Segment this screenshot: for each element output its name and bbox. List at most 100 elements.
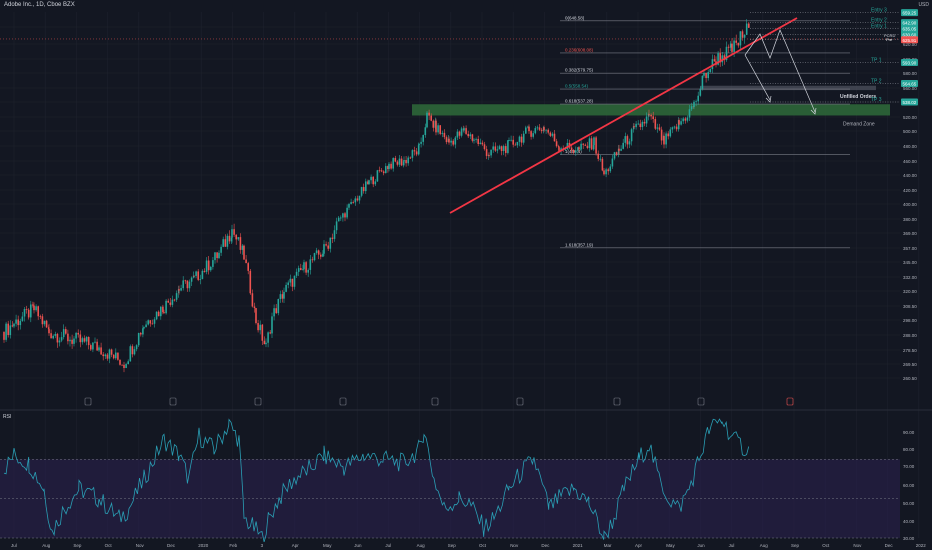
y-axis-tick: 520.00 [903, 115, 917, 120]
candle-body [409, 157, 412, 159]
y-axis-tick: 480.00 [903, 144, 917, 149]
price-tag-value: 625.91 [903, 38, 917, 43]
candle-body [342, 213, 344, 218]
candle-body [261, 324, 264, 341]
candle-body [253, 306, 256, 309]
candle-body [269, 332, 271, 334]
x-axis-tick: Oct [105, 543, 113, 548]
candle-body [11, 325, 14, 327]
candle-body [584, 144, 587, 146]
candle-body [201, 270, 204, 279]
candle-body [340, 217, 342, 219]
price-tag-box [901, 9, 918, 17]
y-axis-tick: 380.00 [903, 217, 917, 222]
candle-body [458, 131, 461, 136]
candle-body [648, 114, 650, 116]
candle-body [348, 203, 350, 208]
candle-body [37, 306, 39, 317]
candle-body [590, 138, 593, 150]
candle-body [96, 341, 98, 351]
candle-body [580, 143, 582, 150]
candle-body [586, 145, 589, 148]
y-axis-tick: 320.00 [903, 289, 917, 294]
price-tag-box [901, 80, 918, 87]
candle-body [41, 316, 44, 325]
candle-body [639, 123, 642, 127]
candle-body [739, 31, 742, 46]
rsi-label: RSI [3, 414, 11, 420]
x-axis-tick: Apr [292, 543, 300, 548]
current-line-label: PCRD [884, 33, 895, 38]
candle-body [428, 112, 430, 116]
candle-body [514, 144, 517, 146]
candle-body [62, 329, 65, 338]
candle-body [283, 291, 285, 299]
candle-body [13, 323, 15, 327]
candle-body [123, 364, 125, 369]
candle-body [140, 332, 142, 335]
candle-body [212, 260, 214, 267]
candle-body [193, 275, 195, 277]
candle-body [344, 213, 346, 218]
price-tag-label: Entry 3 [871, 8, 887, 14]
x-axis-tick: Apr [635, 543, 643, 548]
candle-body [532, 133, 534, 137]
candle-body [182, 280, 184, 289]
x-axis-tick: 3 [261, 543, 264, 548]
candle-body [15, 319, 17, 324]
candle-body [163, 312, 165, 314]
price-tag-label: TP 1 [871, 58, 882, 64]
candle-body [485, 149, 488, 156]
candle-body [115, 352, 117, 359]
candle-body [207, 260, 210, 271]
candle-body [352, 201, 354, 203]
fib-label: 0.236(608.08) [565, 47, 594, 52]
candle-body [21, 316, 24, 321]
candle-body [475, 138, 477, 140]
y-axis-tick: 400.00 [903, 202, 917, 207]
candle-body [323, 244, 325, 254]
candle-body [9, 325, 12, 336]
y-axis-tick: 308.50 [903, 304, 917, 309]
candle-body [102, 354, 104, 357]
price-tag-value: 593.90 [903, 61, 917, 66]
candle-body [195, 271, 197, 276]
x-axis-tick: Oct [479, 543, 487, 548]
candle-body [169, 302, 172, 305]
candle-body [239, 237, 242, 250]
candle-body [490, 149, 492, 156]
candle-body [205, 260, 208, 272]
price-tag-box [901, 19, 918, 27]
candle-body [180, 288, 182, 291]
earnings-marker [613, 397, 621, 406]
price-tag-box [901, 98, 918, 106]
x-axis-tick: Dec [541, 543, 550, 548]
y-axis-tick: 345.00 [903, 260, 917, 265]
candle-body [7, 323, 9, 336]
candle-body [45, 320, 48, 328]
candle-body [356, 198, 359, 201]
candle-body [483, 144, 486, 150]
candle-body [329, 237, 332, 249]
price-tag-value: 659.25 [903, 11, 917, 16]
candle-body [463, 128, 465, 131]
candle-body [43, 320, 46, 325]
candle-body [90, 345, 92, 350]
candle-body [597, 153, 599, 159]
candle-body [628, 141, 631, 145]
candle-body [370, 176, 372, 181]
candle-body [669, 129, 672, 137]
candle-body [494, 146, 497, 151]
candle-body [129, 346, 132, 362]
candle-body [247, 263, 249, 271]
candle-body [737, 42, 740, 46]
candle-body [624, 136, 627, 143]
candle-body [496, 149, 499, 151]
candle-body [293, 275, 296, 287]
candle-body [654, 119, 657, 129]
candle-body [165, 300, 167, 314]
x-axis-tick: Dec [885, 543, 894, 548]
candle-body [622, 142, 624, 149]
candle-body [48, 329, 50, 334]
